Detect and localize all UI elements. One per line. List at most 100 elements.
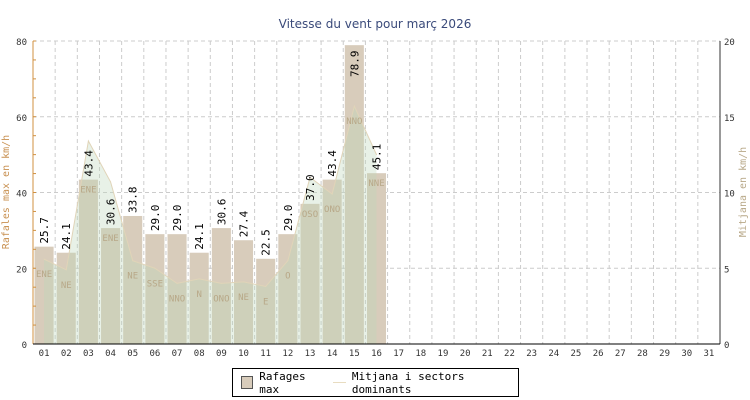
mean-point (154, 267, 156, 269)
mean-point (198, 278, 200, 280)
bar-value-label: 22.5 (260, 229, 273, 256)
mean-point (176, 282, 178, 284)
bar-gust (167, 234, 187, 344)
mean-point (65, 269, 67, 271)
x-tick-label: 14 (327, 349, 338, 359)
bar-gust (78, 179, 98, 344)
bar-value-label: 45.1 (371, 144, 384, 171)
bar-value-label: 43.4 (326, 150, 339, 177)
bar-gust (101, 228, 121, 344)
x-tick-label: 08 (194, 349, 205, 359)
y2-tick-label: 20 (724, 38, 735, 48)
mean-point (353, 105, 355, 107)
sector-label: E (263, 297, 268, 307)
legend: Rafages max Mitjana i sectors dominants (232, 368, 519, 397)
x-tick-label: 30 (681, 349, 692, 359)
x-tick-label: 28 (637, 349, 648, 359)
x-tick-label: 06 (149, 349, 160, 359)
x-tick-label: 07 (172, 349, 183, 359)
legend-label-gusts: Rafages max (259, 369, 306, 396)
legend-label-mean: Mitjana i sectors dominants (351, 369, 465, 396)
bar-gust (366, 173, 387, 344)
bar-value-label: 24.1 (193, 223, 206, 250)
x-tick-label: 16 (371, 349, 382, 359)
x-tick-label: 17 (393, 349, 404, 359)
bar-value-label: 25.7 (38, 217, 51, 244)
mean-point (331, 193, 333, 195)
y-tick-label: 40 (16, 190, 27, 200)
sector-label: NNO (169, 294, 185, 304)
mean-point (132, 260, 134, 262)
sector-label: NNO (346, 117, 362, 127)
sector-label: ENE (102, 234, 118, 244)
x-tick-label: 04 (105, 349, 116, 359)
bar-gust (322, 179, 342, 344)
sector-label: NE (61, 281, 72, 291)
bar-value-label: 29.0 (171, 205, 184, 232)
y2-tick-label: 0 (724, 341, 729, 351)
mean-line (43, 104, 377, 287)
x-tick-label: 05 (127, 349, 138, 359)
sector-label: NE (238, 293, 249, 303)
bar-gust (189, 252, 209, 344)
x-tick-label: 27 (615, 349, 626, 359)
bar-gust (300, 203, 320, 344)
y2-axis-label: Mitjana en km/h (738, 147, 749, 237)
sector-label: O (285, 272, 290, 282)
y-tick-label: 60 (16, 114, 27, 124)
sector-label: N (196, 290, 201, 300)
x-tick-label: 15 (349, 349, 360, 359)
mean-point (87, 140, 89, 142)
sector-label: NE (127, 272, 138, 282)
legend-swatch-mean (332, 382, 346, 383)
bar-gust (123, 215, 143, 344)
bar-gust (211, 228, 231, 344)
sector-label: ONO (324, 205, 340, 215)
sector-label: SSE (147, 279, 163, 289)
legend-swatch-gusts (241, 376, 254, 389)
bar-gust (145, 234, 165, 344)
x-tick-label: 09 (216, 349, 227, 359)
bar-gust (34, 246, 54, 344)
y-tick-label: 80 (16, 38, 27, 48)
mean-point (43, 258, 45, 260)
x-tick-label: 23 (526, 349, 537, 359)
x-tick-label: 24 (548, 349, 559, 359)
bar-gust (278, 234, 298, 344)
y-axis-label: Rafales max en km/h (1, 135, 12, 249)
x-tick-label: 29 (659, 349, 670, 359)
sector-label: ONO (213, 294, 229, 304)
chart-title: Vitesse du vent pour març 2026 (279, 17, 472, 31)
mean-point (220, 282, 222, 284)
bar-gust (344, 45, 364, 344)
bar-value-label: 30.6 (105, 199, 118, 226)
y-tick-label: 20 (16, 265, 27, 275)
x-tick-label: 01 (39, 349, 50, 359)
x-tick-label: 11 (260, 349, 271, 359)
bar-value-label: 29.0 (282, 205, 295, 232)
x-tick-label: 19 (438, 349, 449, 359)
x-tick-label: 22 (504, 349, 515, 359)
mean-point (265, 285, 267, 287)
x-tick-label: 12 (282, 349, 293, 359)
x-tick-label: 31 (703, 349, 714, 359)
y-tick-label: 0 (22, 341, 27, 351)
x-tick-label: 26 (593, 349, 604, 359)
x-tick-label: 13 (305, 349, 316, 359)
bar-value-label: 29.0 (149, 205, 162, 232)
y2-tick-label: 5 (724, 265, 729, 275)
bar-gust (256, 258, 276, 344)
mean-point (376, 154, 377, 156)
sector-label: OSO (302, 210, 318, 220)
x-tick-label: 21 (482, 349, 493, 359)
bar-value-label: 78.9 (348, 50, 361, 77)
sector-label: ENE (36, 270, 52, 280)
mean-point (309, 176, 311, 178)
mean-point (287, 260, 289, 262)
bar-gust (56, 252, 76, 344)
x-tick-label: 02 (61, 349, 72, 359)
x-tick-label: 10 (238, 349, 249, 359)
mean-point (110, 181, 112, 183)
x-tick-label: 25 (571, 349, 582, 359)
